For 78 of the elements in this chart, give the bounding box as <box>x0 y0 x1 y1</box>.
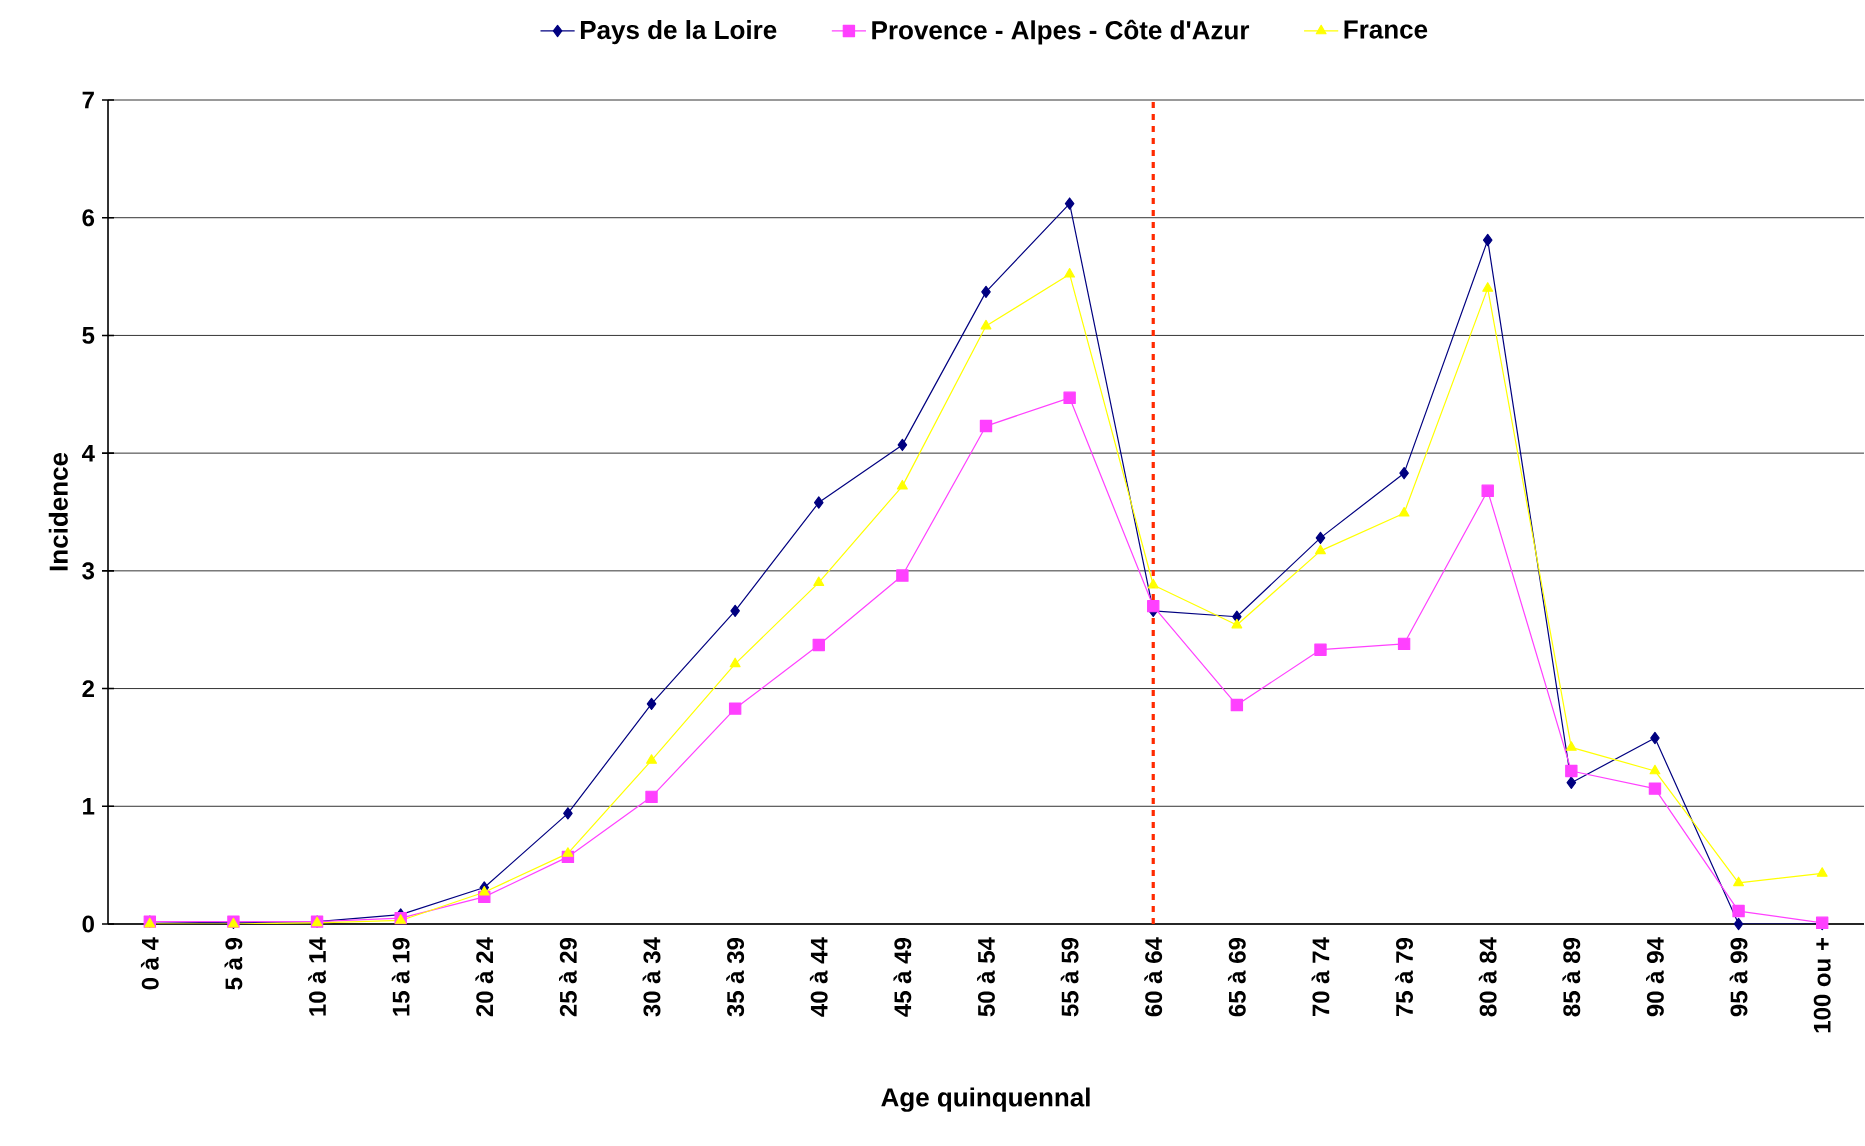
x-tick-label: 40 à 44 <box>809 937 828 1017</box>
point <box>1314 643 1327 656</box>
y-tick-label: 7 <box>82 91 94 109</box>
legend-label: Pays de la Loire <box>580 20 777 45</box>
y-tick-label: 0 <box>82 915 94 933</box>
point <box>646 697 657 711</box>
point <box>1231 618 1243 629</box>
point <box>1733 876 1745 887</box>
x-tick-label: 0 à 4 <box>140 937 159 990</box>
point <box>646 754 657 764</box>
point <box>562 847 574 857</box>
point <box>896 569 909 582</box>
point <box>1732 904 1745 918</box>
x-tick-label: 45 à 49 <box>893 937 912 1017</box>
y-axis-title: Incidence <box>48 452 68 571</box>
point <box>563 807 573 820</box>
x-tick-label: 65 à 69 <box>1227 937 1246 1017</box>
point <box>1064 197 1075 210</box>
point <box>1482 233 1493 247</box>
point <box>1063 391 1076 405</box>
point <box>812 638 825 652</box>
point <box>1147 599 1160 613</box>
x-axis-title: Age quinquennal <box>881 1087 1090 1112</box>
point <box>1147 578 1159 589</box>
legend-label: France <box>1344 20 1428 39</box>
x-tick-label: 20 à 24 <box>475 937 494 1017</box>
point <box>1649 764 1661 775</box>
point <box>1481 484 1494 498</box>
point <box>645 790 658 804</box>
point <box>1648 782 1662 795</box>
point <box>1816 867 1828 877</box>
x-tick-label: 50 à 54 <box>977 937 995 1017</box>
point <box>478 886 490 896</box>
x-tick-label: 35 à 39 <box>726 937 745 1017</box>
point <box>1315 531 1326 545</box>
x-tick-label: 15 à 19 <box>391 937 410 1016</box>
point <box>1733 917 1744 931</box>
x-tick-label: 80 à 84 <box>1478 937 1497 1017</box>
x-tick-label: 100 ou + <box>1813 938 1831 1033</box>
x-tick-label: 10 à 14 <box>308 937 326 1016</box>
x-tick-label: 70 à 74 <box>1311 937 1330 1017</box>
point <box>1230 698 1244 712</box>
point <box>1315 544 1326 555</box>
legend-label: Provence - Alpes - Côte d'Azur <box>872 19 1250 45</box>
point <box>729 657 741 668</box>
point <box>1064 268 1076 278</box>
point <box>981 285 991 299</box>
x-tick-label: 95 à 99 <box>1729 937 1748 1017</box>
point <box>1650 731 1660 745</box>
point <box>1566 776 1577 789</box>
point <box>1397 637 1411 651</box>
point <box>1399 466 1409 480</box>
point <box>979 419 993 433</box>
point <box>896 479 908 490</box>
point <box>730 604 740 618</box>
x-tick-label: 5 à 9 <box>224 937 243 990</box>
point <box>1398 506 1410 517</box>
point <box>813 576 825 587</box>
point <box>980 319 992 330</box>
y-tick-label: 3 <box>82 562 95 580</box>
y-tick-label: 2 <box>82 680 94 697</box>
y-tick-label: 1 <box>83 798 95 815</box>
point <box>1565 764 1578 778</box>
x-tick-label: 85 à 89 <box>1562 937 1581 1017</box>
point <box>1565 741 1577 751</box>
x-tick-label: 25 à 29 <box>559 937 577 1017</box>
y-tick-label: 5 <box>82 327 95 344</box>
point <box>897 438 908 452</box>
x-tick-label: 60 à 64 <box>1144 937 1163 1017</box>
x-tick-label: 55 à 59 <box>1060 937 1079 1017</box>
x-tick-label: 30 à 34 <box>642 937 661 1017</box>
y-tick-label: 4 <box>81 444 95 462</box>
y-tick-label: 6 <box>82 209 95 227</box>
x-tick-label: 90 à 94 <box>1646 937 1664 1017</box>
point <box>1482 282 1494 292</box>
point <box>813 496 824 509</box>
point <box>728 702 742 715</box>
x-tick-label: 75 à 79 <box>1395 937 1413 1017</box>
